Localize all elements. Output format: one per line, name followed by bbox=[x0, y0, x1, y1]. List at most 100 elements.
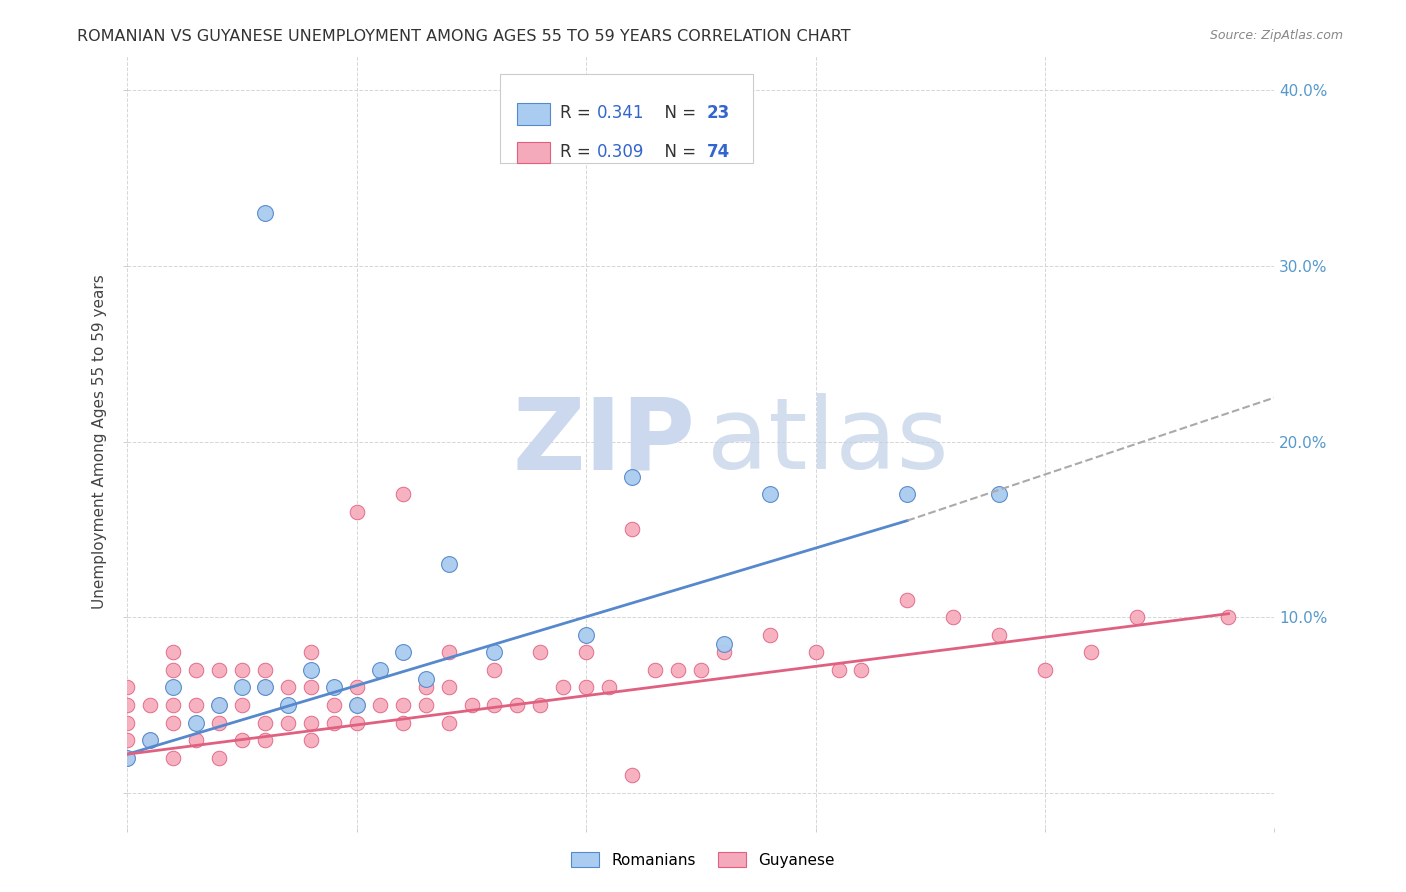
Y-axis label: Unemployment Among Ages 55 to 59 years: Unemployment Among Ages 55 to 59 years bbox=[93, 274, 107, 609]
Point bbox=[231, 681, 253, 695]
Point bbox=[186, 698, 208, 712]
Text: R =: R = bbox=[560, 104, 596, 122]
Point bbox=[896, 487, 918, 501]
Point bbox=[758, 628, 780, 642]
Point bbox=[484, 645, 506, 659]
Point bbox=[208, 698, 231, 712]
Point bbox=[460, 698, 482, 712]
Point bbox=[322, 698, 344, 712]
Point bbox=[415, 681, 437, 695]
Point bbox=[277, 715, 299, 730]
Point bbox=[139, 698, 162, 712]
FancyBboxPatch shape bbox=[517, 103, 550, 125]
Point bbox=[988, 487, 1011, 501]
Point bbox=[851, 663, 873, 677]
Point bbox=[299, 645, 322, 659]
Text: 74: 74 bbox=[707, 143, 730, 161]
Point bbox=[529, 645, 551, 659]
Point bbox=[368, 663, 391, 677]
Point bbox=[186, 663, 208, 677]
Point bbox=[254, 733, 277, 747]
Point bbox=[277, 698, 299, 712]
Point bbox=[254, 663, 277, 677]
Point bbox=[208, 715, 231, 730]
Point bbox=[117, 733, 139, 747]
Point bbox=[644, 663, 666, 677]
Point bbox=[391, 645, 413, 659]
Point bbox=[391, 487, 413, 501]
Text: N =: N = bbox=[654, 104, 702, 122]
Text: 0.341: 0.341 bbox=[596, 104, 644, 122]
Point bbox=[162, 715, 184, 730]
Point bbox=[117, 750, 139, 764]
Point bbox=[346, 505, 368, 519]
Point bbox=[437, 715, 460, 730]
Point bbox=[299, 663, 322, 677]
Point bbox=[598, 681, 620, 695]
Text: N =: N = bbox=[654, 143, 702, 161]
Point bbox=[575, 645, 598, 659]
Point bbox=[186, 715, 208, 730]
Point bbox=[208, 698, 231, 712]
FancyBboxPatch shape bbox=[501, 74, 752, 163]
Point bbox=[713, 645, 735, 659]
Point bbox=[186, 733, 208, 747]
Point bbox=[277, 681, 299, 695]
FancyBboxPatch shape bbox=[517, 142, 550, 163]
Point bbox=[254, 715, 277, 730]
Point bbox=[299, 715, 322, 730]
Point bbox=[346, 715, 368, 730]
Point bbox=[690, 663, 713, 677]
Point bbox=[758, 487, 780, 501]
Point bbox=[391, 715, 413, 730]
Point bbox=[231, 733, 253, 747]
Point bbox=[162, 750, 184, 764]
Point bbox=[896, 592, 918, 607]
Point bbox=[299, 733, 322, 747]
Point bbox=[484, 663, 506, 677]
Point bbox=[437, 681, 460, 695]
Point bbox=[575, 681, 598, 695]
Point bbox=[575, 628, 598, 642]
Point bbox=[117, 681, 139, 695]
Text: atlas: atlas bbox=[707, 393, 948, 490]
Point bbox=[368, 698, 391, 712]
Point bbox=[437, 558, 460, 572]
Point bbox=[1033, 663, 1056, 677]
Point bbox=[162, 663, 184, 677]
Point bbox=[1218, 610, 1240, 624]
Point bbox=[553, 681, 575, 695]
Point bbox=[346, 698, 368, 712]
Point bbox=[322, 681, 344, 695]
Text: ZIP: ZIP bbox=[512, 393, 695, 490]
Point bbox=[713, 636, 735, 650]
Point bbox=[827, 663, 849, 677]
Point bbox=[621, 522, 644, 536]
Point bbox=[117, 698, 139, 712]
Point bbox=[415, 672, 437, 686]
Point bbox=[139, 733, 162, 747]
Point bbox=[437, 645, 460, 659]
Point bbox=[231, 698, 253, 712]
Point bbox=[1080, 645, 1102, 659]
Point bbox=[621, 469, 644, 483]
Point bbox=[346, 681, 368, 695]
Text: Source: ZipAtlas.com: Source: ZipAtlas.com bbox=[1209, 29, 1343, 42]
Point bbox=[988, 628, 1011, 642]
Point bbox=[506, 698, 529, 712]
Point bbox=[162, 645, 184, 659]
Point bbox=[346, 698, 368, 712]
Legend: Romanians, Guyanese: Romanians, Guyanese bbox=[565, 846, 841, 873]
Point bbox=[942, 610, 965, 624]
Point bbox=[621, 768, 644, 782]
Point bbox=[391, 698, 413, 712]
Point bbox=[162, 698, 184, 712]
Point bbox=[254, 206, 277, 220]
Point bbox=[254, 681, 277, 695]
Point bbox=[484, 698, 506, 712]
Point bbox=[299, 681, 322, 695]
Point bbox=[322, 715, 344, 730]
Text: ROMANIAN VS GUYANESE UNEMPLOYMENT AMONG AGES 55 TO 59 YEARS CORRELATION CHART: ROMANIAN VS GUYANESE UNEMPLOYMENT AMONG … bbox=[77, 29, 851, 44]
Point bbox=[231, 663, 253, 677]
Point bbox=[208, 750, 231, 764]
